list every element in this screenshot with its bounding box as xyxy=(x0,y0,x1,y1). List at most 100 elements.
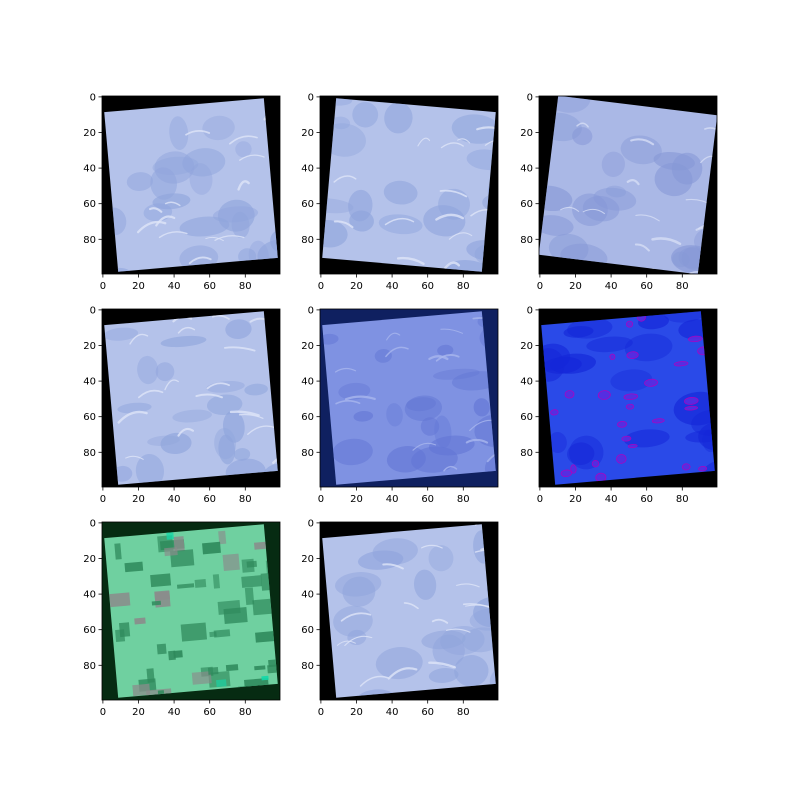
y-tick-label: 60 xyxy=(83,625,96,636)
texture-patch xyxy=(147,435,180,446)
texture-block xyxy=(194,579,207,588)
texture-ripple xyxy=(247,425,276,435)
x-tick-label: 40 xyxy=(168,707,181,718)
texture-block xyxy=(118,622,131,638)
texture-block xyxy=(212,574,221,589)
y-tick-label: 60 xyxy=(301,625,314,636)
texture-ripple xyxy=(155,215,176,227)
x-tick-label: 80 xyxy=(457,494,470,505)
y-tick-label: 40 xyxy=(301,590,314,601)
image-area xyxy=(102,309,280,487)
y-tick-label: 40 xyxy=(301,377,314,388)
texture-ripple xyxy=(238,413,264,419)
x-tick-label: 20 xyxy=(569,494,582,505)
texture-block xyxy=(109,592,131,608)
texture-patch xyxy=(420,417,440,436)
texture-patch xyxy=(605,185,627,198)
texture-ripple xyxy=(635,214,660,222)
texture-patch xyxy=(428,545,454,572)
x-tick-label: 0 xyxy=(100,281,106,292)
texture-ripple xyxy=(272,456,278,465)
texture-patch xyxy=(374,349,392,363)
x-tick-label: 60 xyxy=(421,707,434,718)
texture-block xyxy=(218,530,227,545)
texture-patch xyxy=(352,101,379,128)
subplot-8: 0 20 40 60 80 0 20 40 60 80 xyxy=(301,518,499,718)
y-tick-label: 0 xyxy=(90,305,96,316)
rotated-image xyxy=(104,311,278,485)
x-tick-label: 0 xyxy=(318,494,324,505)
texture-blob xyxy=(570,464,577,474)
texture-ripple xyxy=(211,314,230,320)
texture-ripple xyxy=(205,236,224,242)
texture-patch xyxy=(386,403,403,427)
y-tick-label: 40 xyxy=(83,590,96,601)
x-tick-label: 80 xyxy=(239,494,252,505)
x-tick-label: 80 xyxy=(457,707,470,718)
texture-ripple xyxy=(417,137,431,147)
x-tick-label: 40 xyxy=(386,281,399,292)
subplot-6: 0 20 40 60 80 0 20 40 60 80 xyxy=(520,305,718,505)
texture-ripple xyxy=(129,333,149,345)
subplot-2: 0 20 40 60 80 0 20 40 60 80 xyxy=(301,92,499,292)
y-tick-label: 40 xyxy=(520,377,533,388)
texture-patch xyxy=(582,195,620,222)
x-tick-label: 80 xyxy=(676,494,689,505)
texture-blob xyxy=(617,421,628,428)
texture-patch xyxy=(653,151,695,171)
texture-ripple xyxy=(185,130,211,136)
subplot-4: 0 20 40 60 80 0 20 40 60 80 xyxy=(83,305,281,505)
texture-patch xyxy=(567,442,595,466)
texture-patch xyxy=(433,368,480,380)
texture-patch xyxy=(384,102,413,134)
y-tick-label: 0 xyxy=(527,92,533,103)
texture-ripple xyxy=(576,122,589,128)
texture-blob xyxy=(684,397,699,405)
y-tick-label: 80 xyxy=(83,235,96,246)
texture-block xyxy=(168,650,176,661)
y-tick-label: 60 xyxy=(83,199,96,210)
rotated-image xyxy=(104,524,278,698)
axes-frame xyxy=(101,308,281,488)
texture-blob xyxy=(564,390,575,399)
texture-patch xyxy=(189,163,213,195)
texture-patch xyxy=(623,429,670,448)
y-tick-label: 20 xyxy=(83,554,96,565)
texture-ripple xyxy=(384,217,415,226)
y-tick-label: 80 xyxy=(83,448,96,459)
subplot-7: 0 20 40 60 80 0 20 40 60 80 xyxy=(83,518,281,718)
y-tick-label: 80 xyxy=(83,661,96,672)
image-area xyxy=(102,96,280,274)
axes-frame xyxy=(538,308,718,488)
axes-frame xyxy=(538,95,718,275)
texture-patch xyxy=(155,362,175,382)
texture-patch xyxy=(563,325,594,338)
texture-block xyxy=(241,575,263,588)
y-tick-label: 60 xyxy=(520,199,533,210)
texture-block xyxy=(176,583,195,589)
y-tick-label: 60 xyxy=(83,412,96,423)
texture-ripple xyxy=(177,326,196,334)
texture-block xyxy=(216,679,227,688)
texture-ripple xyxy=(420,544,443,549)
x-tick-label: 20 xyxy=(350,707,363,718)
texture-block xyxy=(267,663,278,674)
y-tick-label: 80 xyxy=(301,661,314,672)
texture-block xyxy=(246,560,257,568)
texture-block xyxy=(191,671,212,685)
texture-ripple xyxy=(465,438,489,444)
image-texture xyxy=(109,530,278,698)
texture-ripple xyxy=(439,189,468,198)
axes-frame xyxy=(319,308,499,488)
texture-blob xyxy=(651,418,665,424)
subplot-5: 0 20 40 60 80 0 20 40 60 80 xyxy=(301,305,499,505)
y-tick-label: 60 xyxy=(301,412,314,423)
texture-block xyxy=(166,532,174,540)
texture-patch xyxy=(261,463,278,485)
texture-patch xyxy=(383,180,418,205)
texture-ripple xyxy=(440,328,464,334)
texture-blob xyxy=(623,393,639,400)
texture-ripple xyxy=(344,635,373,647)
x-tick-label: 60 xyxy=(421,281,434,292)
texture-blob xyxy=(550,409,559,416)
